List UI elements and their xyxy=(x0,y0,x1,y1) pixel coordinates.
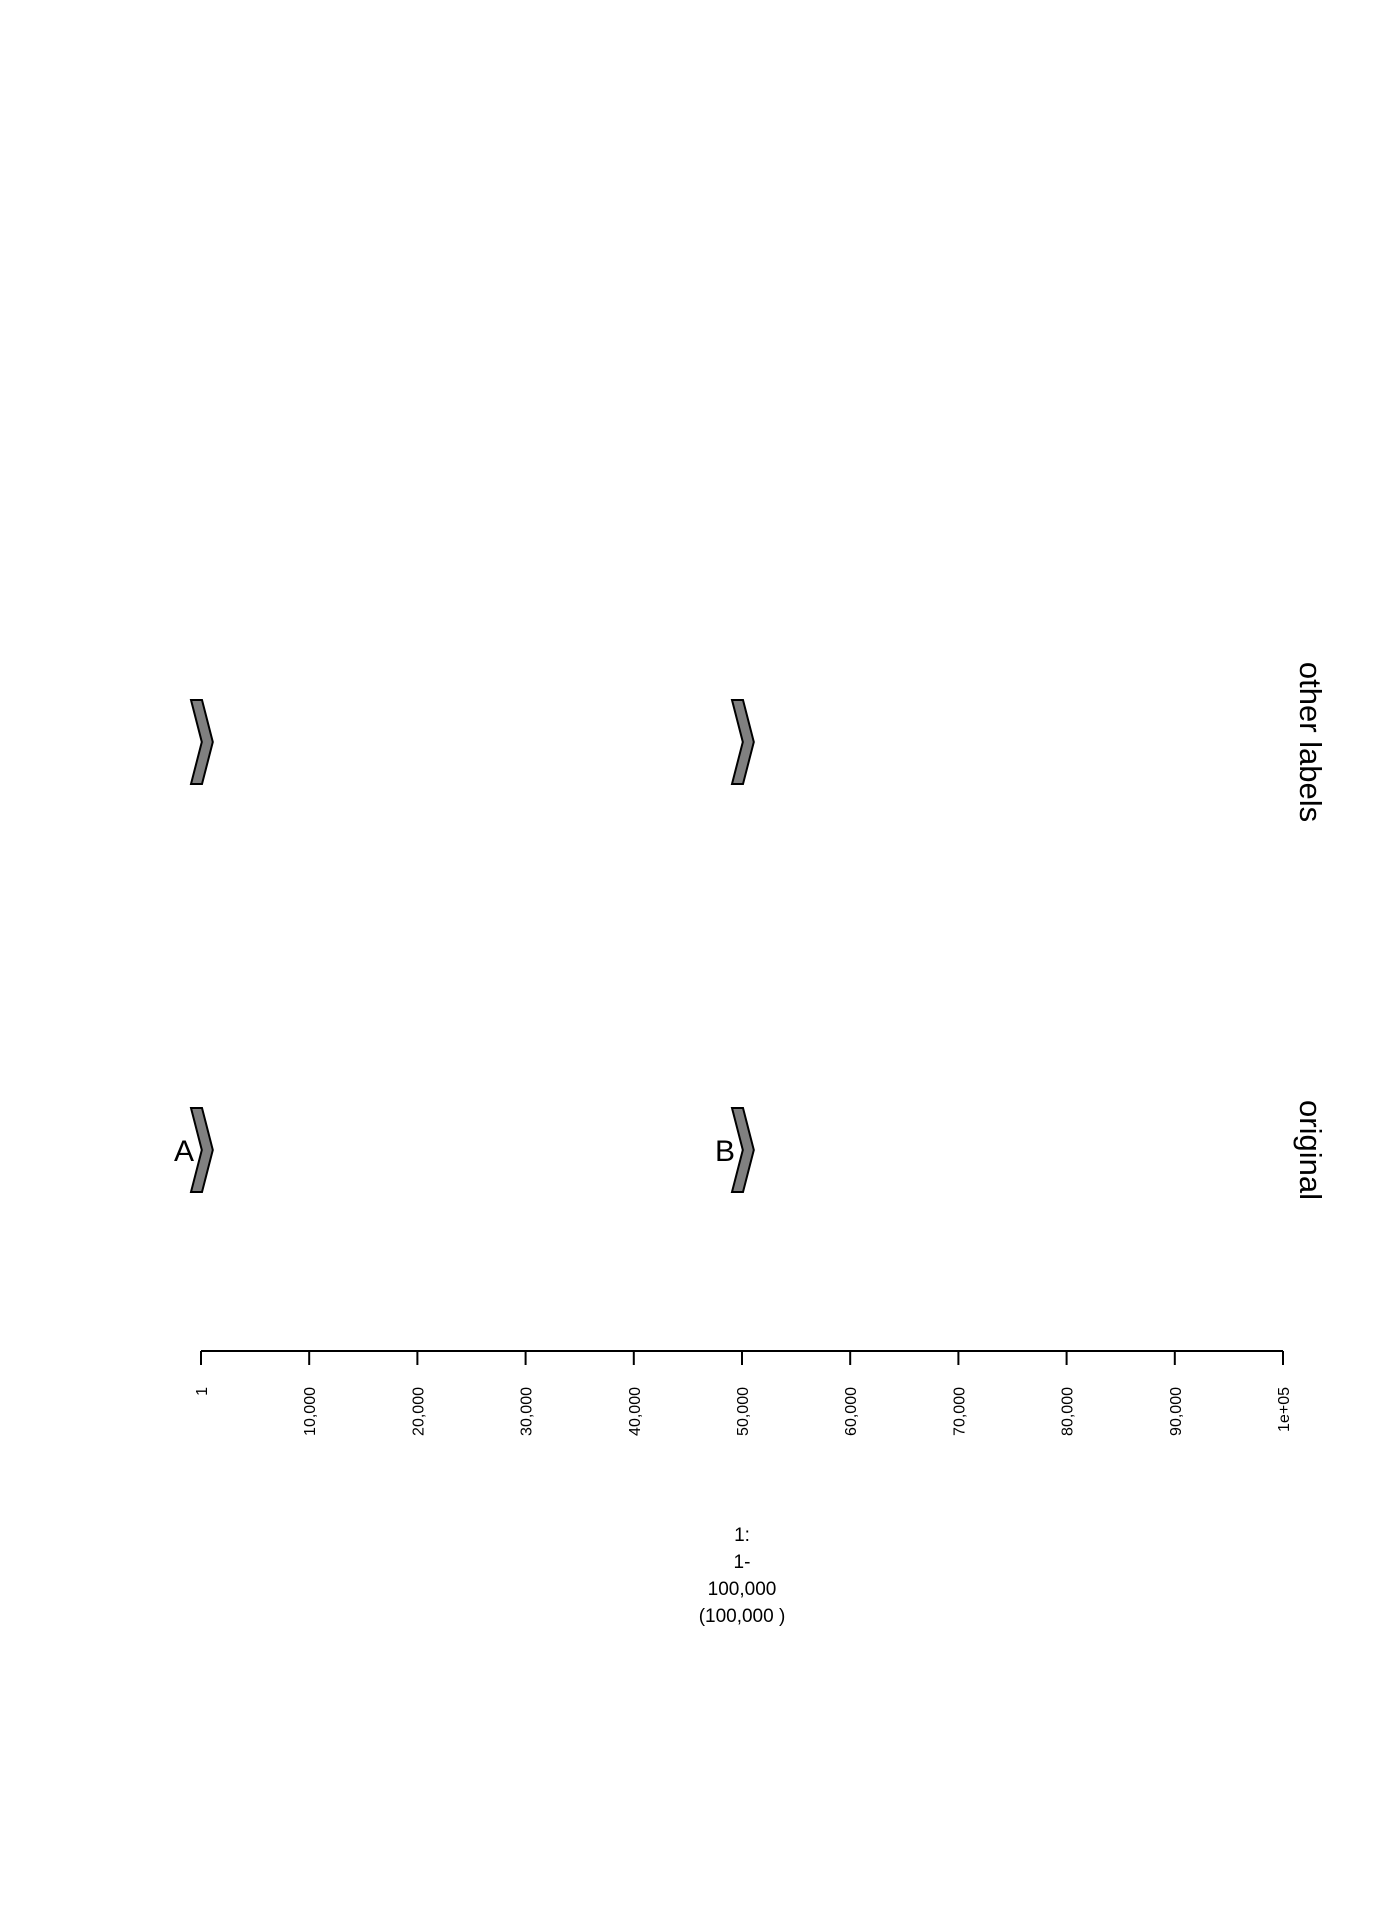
tick-label: 1 xyxy=(194,1387,211,1396)
range-label-line: 1- xyxy=(734,1552,751,1573)
feature-arrow xyxy=(730,1107,755,1193)
tick-label: 1e+05 xyxy=(1276,1387,1293,1432)
tick-label: 40,000 xyxy=(627,1387,644,1436)
range-label-line: 100,000 xyxy=(708,1579,777,1600)
feature-arrow xyxy=(189,1107,214,1193)
tick-label: 20,000 xyxy=(410,1387,427,1436)
tick-label: 50,000 xyxy=(735,1387,752,1436)
feature-label: A xyxy=(174,1135,194,1168)
range-label-line: (100,000 ) xyxy=(699,1606,786,1627)
tick-label: 30,000 xyxy=(519,1387,536,1436)
track-label-other-labels: other labels xyxy=(1293,662,1328,822)
feature-label: B xyxy=(715,1135,735,1168)
feature-arrow xyxy=(189,699,214,785)
tick-label: 70,000 xyxy=(951,1387,968,1436)
feature-arrow xyxy=(730,699,755,785)
tick-label: 90,000 xyxy=(1168,1387,1185,1436)
scale-axis: 1 10,000 20,000 30,000 40,000 50,000 60,000 70,… xyxy=(194,1350,1293,1436)
tick-label: 80,000 xyxy=(1060,1387,1077,1436)
feature-arrows xyxy=(189,699,755,1193)
tick-label: 10,000 xyxy=(302,1387,319,1436)
range-label-line: 1: xyxy=(734,1525,750,1546)
tick-label: 60,000 xyxy=(843,1387,860,1436)
range-label: 1: 1- 100,000 (100,000 ) xyxy=(699,1525,786,1627)
track-labels: original other labels xyxy=(1293,662,1328,1200)
track-label-original: original xyxy=(1293,1100,1328,1200)
